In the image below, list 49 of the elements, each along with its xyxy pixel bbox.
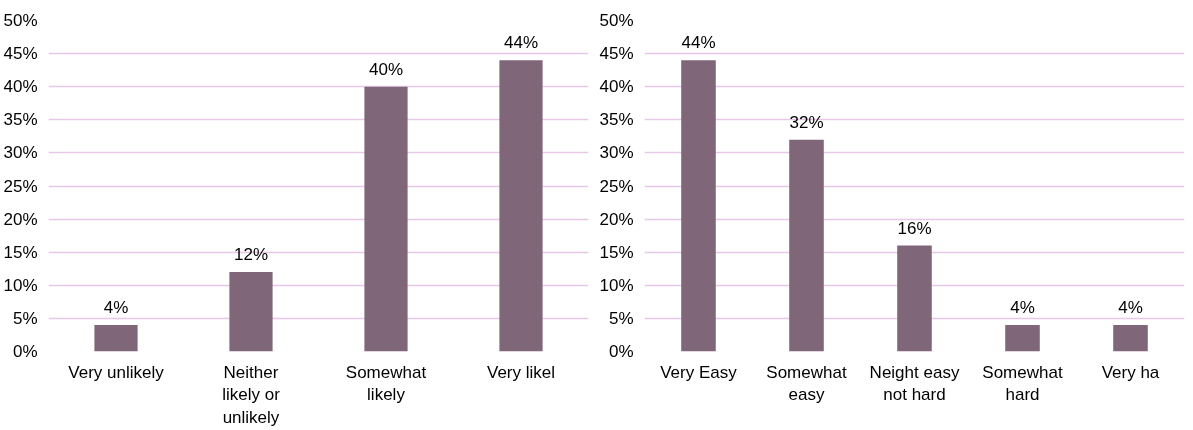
y-tick-label: 30% (3, 143, 38, 163)
bar (897, 245, 932, 352)
y-tick-label: 15% (3, 242, 38, 262)
y-tick-label: 15% (599, 242, 634, 262)
data-label: 16% (897, 218, 932, 238)
data-label: 40% (368, 59, 404, 79)
y-tick-label: 25% (599, 176, 634, 196)
bar (94, 325, 138, 352)
bar (1005, 325, 1040, 352)
y-tick-label: 20% (599, 209, 634, 229)
y-tick-label: 5% (608, 308, 634, 328)
x-tick-label: Neight easy not hard (869, 362, 960, 405)
x-tick-label: Somewhat likely (345, 362, 427, 405)
data-label: 4% (1118, 298, 1143, 318)
x-tick-label: Very likel (486, 362, 556, 382)
y-tick-label: 40% (3, 77, 38, 97)
bar (1113, 325, 1148, 352)
data-label: 44% (681, 33, 716, 53)
y-tick-label: 50% (3, 11, 38, 30)
y-tick-label: 0% (608, 342, 634, 361)
x-tick-label: Somewhat hard (982, 362, 1063, 405)
x-tick-label: Neither likely or unlikely (222, 362, 281, 428)
y-tick-label: 0% (12, 342, 38, 361)
x-tick-label: Very ha (1101, 362, 1160, 382)
x-tick-label: Very unlikely (68, 362, 165, 382)
y-tick-label: 40% (599, 77, 634, 97)
data-label: 32% (789, 112, 824, 132)
y-tick-label: 20% (3, 209, 38, 229)
y-tick-label: 25% (3, 176, 38, 196)
y-tick-label: 45% (599, 44, 634, 64)
bar (499, 60, 543, 352)
x-tick-label: Somewhat easy (766, 362, 847, 405)
y-tick-label: 10% (3, 275, 38, 295)
y-tick-label: 35% (599, 110, 634, 130)
bar (789, 139, 824, 352)
data-label: 44% (503, 33, 539, 53)
y-tick-label: 5% (12, 308, 38, 328)
bar (681, 60, 716, 352)
y-tick-label: 10% (599, 275, 634, 295)
bar (229, 272, 273, 352)
data-label: 4% (103, 298, 129, 318)
y-tick-label: 30% (599, 143, 634, 163)
data-label: 4% (1010, 298, 1035, 318)
y-tick-label: 35% (3, 110, 38, 130)
y-tick-label: 45% (3, 44, 38, 64)
y-tick-label: 50% (599, 11, 634, 30)
x-tick-label: Very Easy (660, 362, 738, 382)
bar (364, 86, 408, 352)
data-label: 12% (233, 245, 269, 265)
